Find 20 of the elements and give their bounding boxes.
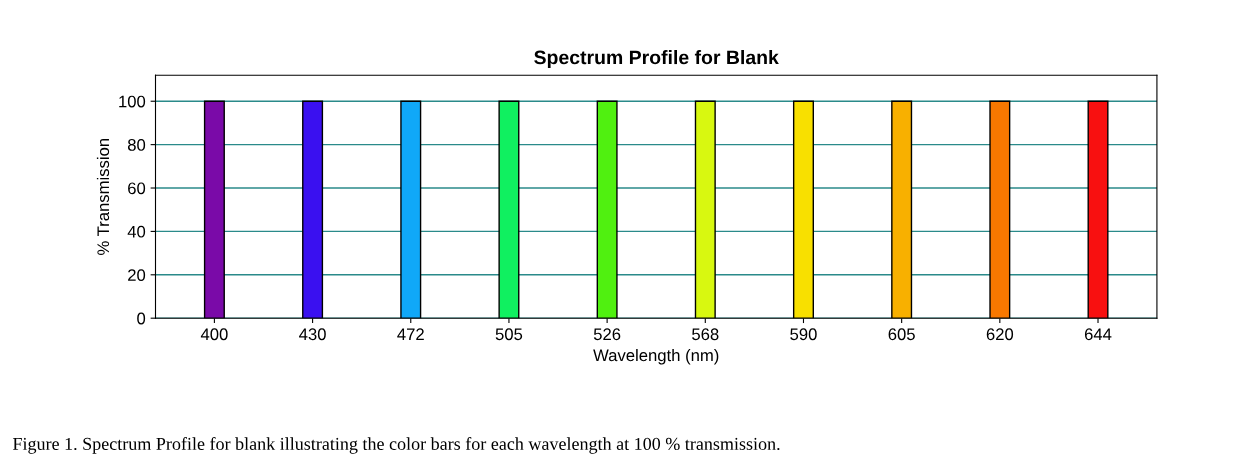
y-tick-label: 0: [137, 312, 146, 325]
x-tick-label: 568: [692, 328, 719, 341]
x-axis-title: Wavelength (nm): [593, 349, 719, 365]
y-tick-label: 40: [127, 225, 146, 238]
caption: Figure 1. Spectrum Profile for blank illustrating the color bars for each wavelength at 100 % transmission.: [12, 437, 780, 454]
x-tick-label: 644: [1084, 328, 1112, 341]
x-tick-label: 400: [200, 328, 228, 341]
x-tick-label: 620: [986, 328, 1014, 341]
y-tick-label: 20: [128, 269, 146, 281]
y-axis-title: % Transmission: [96, 138, 110, 255]
x-tick-label: 430: [299, 328, 326, 341]
x-tick-label: 505: [495, 328, 523, 341]
chart-title: Spectrum Profile for Blank: [534, 50, 779, 69]
x-tick-label: 472: [397, 328, 424, 340]
y-tick-label: 100: [119, 95, 146, 108]
x-tick-label: 605: [888, 328, 915, 341]
x-tick-label: 590: [790, 328, 817, 341]
x-tick-label: 526: [593, 328, 621, 341]
y-tick-label: 80: [127, 139, 146, 151]
y-tick-label: 60: [128, 182, 146, 195]
